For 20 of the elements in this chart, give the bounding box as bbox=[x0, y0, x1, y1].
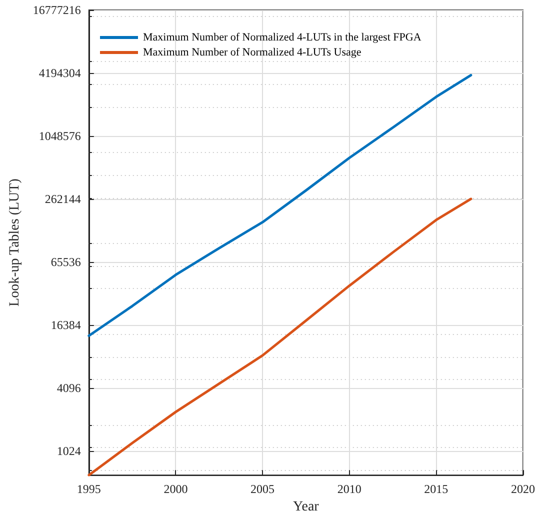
line-series bbox=[88, 74, 472, 337]
y-tick-label: 16384 bbox=[50, 318, 81, 332]
y-tick-label: 262144 bbox=[44, 192, 81, 206]
y-tick-label: 4096 bbox=[56, 380, 81, 395]
y-tick-label: 4194304 bbox=[38, 66, 81, 80]
x-tick-label: 1995 bbox=[76, 482, 101, 496]
legend-label: Maximum Number of Normalized 4-LUTs Usage bbox=[143, 46, 362, 58]
x-tick-label: 2000 bbox=[164, 482, 188, 496]
line-series bbox=[88, 198, 472, 476]
y-tick-label: 1024 bbox=[56, 444, 81, 458]
legend-label: Maximum Number of Normalized 4-LUTs in the largest FPGA bbox=[143, 32, 422, 44]
y-axis-title: Look-up Tables (LUT) bbox=[8, 178, 22, 306]
y-tick-label: 65536 bbox=[50, 254, 81, 269]
x-tick-label: 2010 bbox=[337, 482, 362, 496]
x-tick-label: 2015 bbox=[424, 482, 448, 496]
x-axis-title: Year bbox=[293, 500, 320, 514]
y-tick-label: 1048576 bbox=[38, 128, 81, 143]
x-tick-label: 2005 bbox=[250, 482, 275, 496]
y-tick-label: 16777216 bbox=[32, 3, 81, 17]
x-tick-label: 2020 bbox=[511, 482, 535, 496]
